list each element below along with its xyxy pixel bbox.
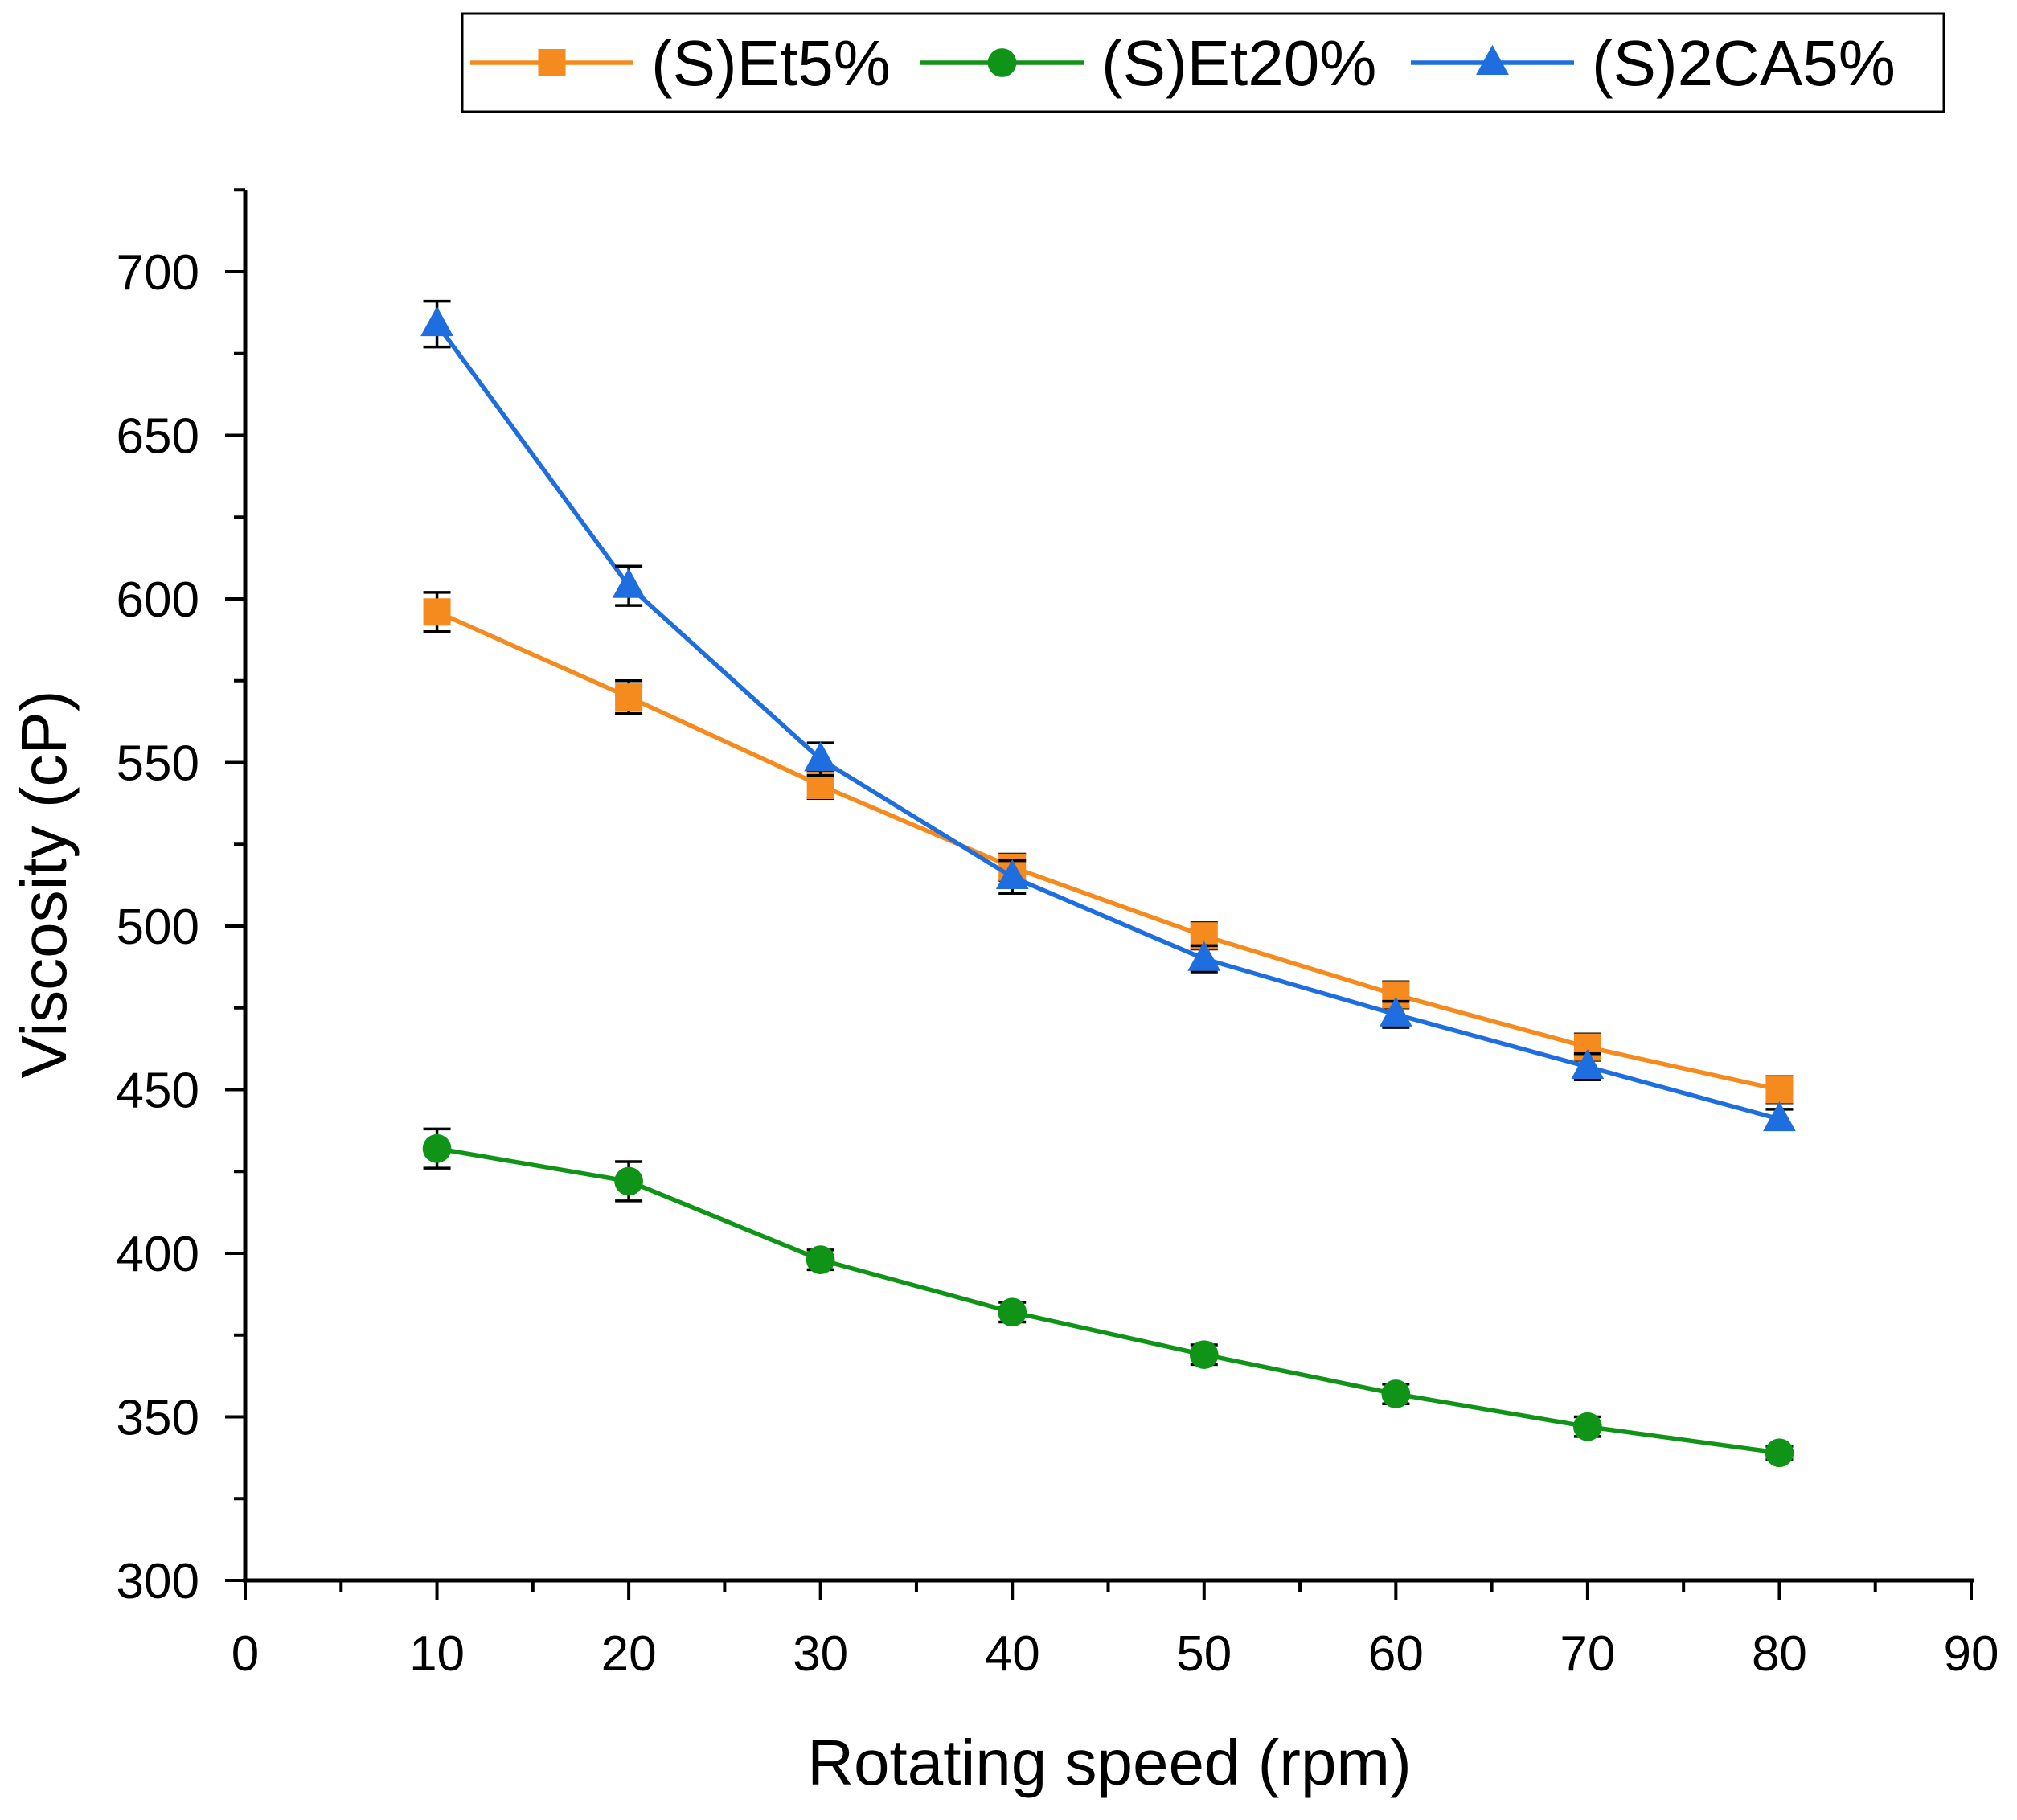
legend-item: (S)Et20% bbox=[920, 27, 1376, 99]
data-point bbox=[1187, 941, 1221, 971]
series-line bbox=[437, 1146, 1780, 1455]
y-axis-title: Viscosity (cP) bbox=[8, 690, 80, 1078]
x-tick-label: 70 bbox=[1560, 1626, 1615, 1682]
data-point bbox=[998, 1297, 1027, 1327]
data-point bbox=[614, 1166, 643, 1196]
x-tick-label: 30 bbox=[793, 1626, 848, 1682]
legend-marker bbox=[1476, 44, 1509, 75]
x-tick-label: 20 bbox=[601, 1626, 657, 1682]
y-tick-label: 450 bbox=[117, 1064, 199, 1119]
legend-item: (S)2CA5% bbox=[1411, 27, 1896, 99]
series-line bbox=[436, 609, 1781, 1092]
data-point bbox=[422, 1133, 452, 1163]
data-point bbox=[423, 598, 451, 626]
legend-label: (S)Et5% bbox=[651, 27, 891, 99]
series-1 bbox=[423, 591, 1794, 1105]
data-point bbox=[420, 305, 453, 337]
legend-marker bbox=[538, 49, 566, 76]
y-tick-label: 350 bbox=[117, 1391, 199, 1446]
y-tick-label: 300 bbox=[117, 1554, 199, 1609]
data-point bbox=[1573, 1412, 1602, 1441]
data-point bbox=[612, 568, 646, 598]
data-point bbox=[1765, 1438, 1794, 1468]
x-tick-label: 10 bbox=[409, 1626, 465, 1682]
x-tick-label: 60 bbox=[1368, 1626, 1424, 1682]
y-tick-label: 650 bbox=[117, 409, 199, 465]
plot-area bbox=[420, 299, 1796, 1468]
legend: (S)Et5% (S)Et20% (S)2CA5% bbox=[461, 12, 1945, 113]
series-line bbox=[435, 322, 1781, 1121]
data-point bbox=[615, 683, 643, 711]
y-tick-label: 500 bbox=[117, 900, 199, 955]
x-tick-label: 40 bbox=[985, 1626, 1040, 1682]
series-3 bbox=[420, 299, 1796, 1132]
data-point bbox=[1381, 1379, 1411, 1408]
legend-box bbox=[461, 12, 1945, 113]
legend-marker bbox=[987, 48, 1017, 77]
x-ticks: 0 10 20 30 40 50 60 70 80 90 bbox=[232, 1580, 1999, 1682]
legend-label: (S)2CA5% bbox=[1592, 27, 1896, 99]
x-tick-label: 50 bbox=[1176, 1626, 1232, 1682]
data-point bbox=[1379, 996, 1412, 1027]
y-ticks: 300 350 400 450 500 550 600 650 700 bbox=[117, 188, 245, 1609]
data-point bbox=[806, 1245, 835, 1274]
y-tick-label: 600 bbox=[117, 572, 199, 628]
y-tick-label: 400 bbox=[117, 1227, 199, 1282]
data-point bbox=[1763, 1101, 1796, 1132]
x-tick-label: 80 bbox=[1752, 1626, 1807, 1682]
axes: 0 10 20 30 40 50 60 70 80 90 300 350 400 450 500 550 60… bbox=[117, 188, 1999, 1682]
data-point bbox=[995, 859, 1029, 889]
legend-item: (S)Et5% bbox=[470, 27, 891, 99]
legend-label: (S)Et20% bbox=[1101, 27, 1376, 99]
x-tick-label: 90 bbox=[1944, 1626, 1999, 1682]
series-2 bbox=[422, 1127, 1794, 1468]
y-tick-label: 700 bbox=[117, 245, 199, 301]
x-tick-label: 0 bbox=[232, 1626, 259, 1682]
y-tick-label: 550 bbox=[117, 736, 199, 792]
data-point bbox=[1571, 1048, 1605, 1080]
x-axis-title: Rotating speed (rpm) bbox=[807, 1727, 1411, 1798]
data-point bbox=[1189, 1340, 1219, 1370]
data-point bbox=[1765, 1076, 1794, 1104]
data-point bbox=[804, 741, 838, 772]
